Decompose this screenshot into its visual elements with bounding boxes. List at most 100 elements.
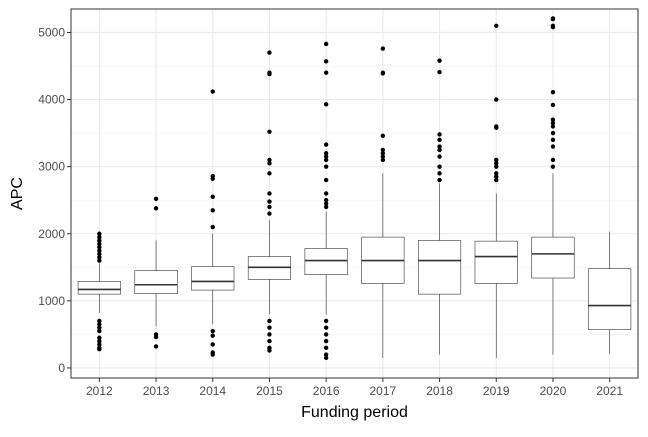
box-iqr [531,236,575,279]
outlier-point [550,164,556,169]
outlier-point [323,59,329,64]
outlier-point [153,196,159,202]
box-layer [77,16,632,361]
x-tick-label: 2016 [313,384,340,398]
outlier-point [550,120,556,126]
x-tick-label: 2021 [596,384,623,398]
outlier-point [210,194,215,200]
box-iqr [474,240,518,284]
x-tick-label: 2018 [426,384,453,398]
outlier-point [267,199,272,204]
y-tick-label: 5000 [38,25,65,39]
outlier-point [210,224,215,230]
outlier-point [380,147,386,153]
outlier-point [323,102,329,107]
outlier-point [550,157,556,163]
x-axis-title: Funding period [301,404,408,421]
outlier-point [550,89,556,95]
outlier-point [550,124,556,129]
outlier-point [323,177,329,183]
outlier-point [323,157,329,163]
outlier-point [323,325,329,330]
outlier-point [437,154,442,159]
box-group-2020 [531,16,575,355]
outlier-point [550,130,556,136]
outlier-point [210,352,215,357]
outlier-point [323,151,329,156]
outlier-point [97,325,102,330]
outlier-point [323,198,329,203]
box-iqr [304,248,348,275]
outlier-point [323,345,329,351]
outlier-point [380,154,386,159]
outlier-point [437,147,442,153]
box-iqr [588,268,632,330]
outlier-point [494,97,499,102]
box-group-2013 [134,196,178,349]
box-iqr [417,240,462,295]
outlier-point [323,191,329,196]
x-tick-label: 2013 [143,384,170,398]
outlier-point [210,342,215,347]
outlier-point [494,161,499,166]
outlier-point [267,332,272,337]
x-tick-label: 2020 [540,384,567,398]
box-group-2016 [304,41,348,361]
plot-border [70,8,639,379]
outlier-point [153,334,159,340]
outlier-point [380,46,386,51]
outlier-point [210,208,215,213]
outlier-point [437,164,442,169]
outlier-point [494,164,499,169]
outlier-point [267,71,272,77]
outlier-point [153,206,159,211]
box-group-2012 [77,231,121,352]
outlier-point [380,151,386,156]
y-tick-label: 3000 [38,160,65,174]
outlier-point [210,176,215,181]
outlier-point [97,342,102,347]
outlier-point [494,171,499,176]
outlier-point [267,191,272,196]
outlier-point [267,50,272,55]
outlier-point [437,171,442,176]
outlier-point [550,137,556,143]
outlier-point [323,332,329,337]
outlier-point [437,144,442,149]
outlier-point [550,102,556,108]
y-tick-label: 4000 [38,93,65,107]
box-iqr [77,281,121,295]
outlier-point [97,346,102,352]
outlier-point [323,355,329,361]
outlier-point [323,338,329,344]
outlier-point [323,201,329,206]
outlier-point [437,69,442,75]
box-group-2018 [417,58,462,355]
y-tick-label: 0 [58,361,65,375]
box-group-2017 [361,46,405,358]
box-iqr [191,266,235,291]
outlier-point [97,238,102,243]
y-tick-label: 2000 [38,227,65,241]
outlier-point [267,129,272,134]
outlier-point [437,132,442,137]
outlier-point [97,338,102,344]
box-group-2019 [474,23,518,358]
x-tick-label: 2015 [256,384,283,398]
outlier-point [494,23,499,28]
outlier-point [267,318,272,324]
box-group-2021 [588,231,632,354]
x-tick-label: 2019 [483,384,510,398]
outlier-point [267,338,272,344]
outlier-point [494,157,499,163]
outlier-point [437,58,442,63]
box-group-2014 [191,89,235,357]
outlier-point [267,348,272,353]
plot-background [71,9,638,378]
outlier-point [323,352,329,357]
outlier-point [323,164,329,169]
outlier-point [267,204,272,210]
outlier-point [97,231,102,236]
outlier-point [494,177,499,183]
